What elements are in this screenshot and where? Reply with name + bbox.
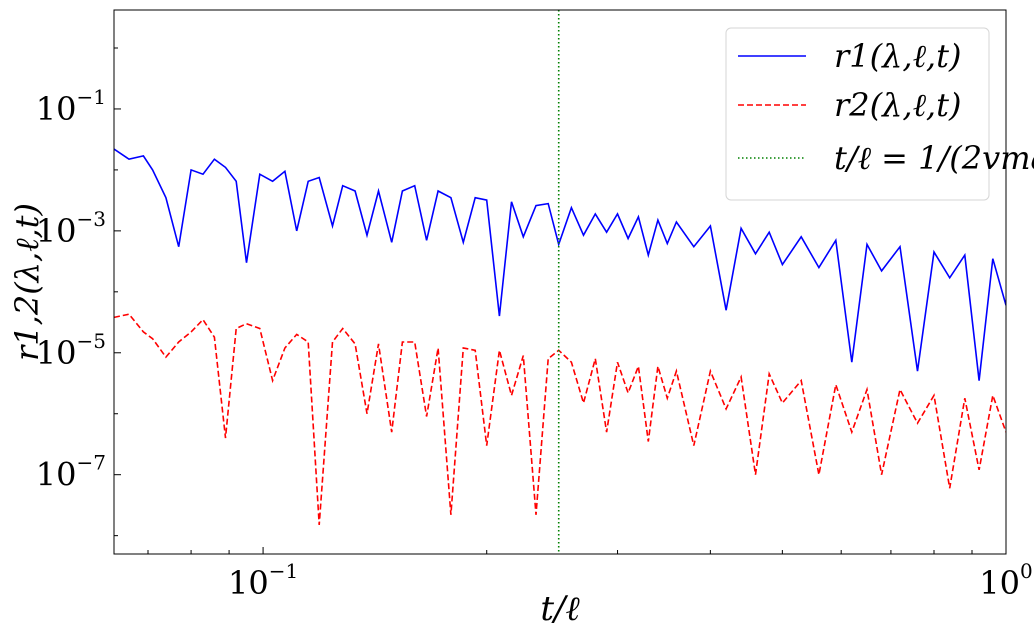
y-tick-label-0: 10−1: [36, 85, 106, 128]
y-axis-label: r1,2(λ,ℓ,t): [8, 203, 46, 361]
plot-layer: [114, 10, 1006, 554]
series-line-r2: [114, 313, 1006, 525]
legend-frame: [725, 27, 990, 201]
y-tick-label-2: 10−5: [36, 329, 106, 372]
legend: r1(λ,ℓ,t) r2(λ,ℓ,t) t/ℓ = 1/(2vmax): [725, 27, 1034, 201]
x-tick-label-1: 100: [979, 559, 1032, 602]
y-tick-label-1: 10−3: [36, 207, 106, 250]
x-axis-label: t/ℓ: [540, 589, 579, 629]
legend-label-1: r1(λ,ℓ,t): [834, 37, 961, 75]
series-line-r1: [114, 148, 1006, 381]
legend-label-3: t/ℓ = 1/(2vmax): [834, 139, 1034, 177]
legend-label-2: r2(λ,ℓ,t): [834, 86, 961, 124]
labels-layer: 10−1 10−3 10−5 10−7 10−1 100 t/ℓ r1,2(λ,ℓ,t): [8, 85, 1033, 629]
y-tick-label-3: 10−7: [36, 451, 106, 494]
x-tick-label-0: 10−1: [228, 559, 298, 602]
axes-frame: [113, 9, 1007, 555]
axes-layer: [113, 9, 1007, 555]
